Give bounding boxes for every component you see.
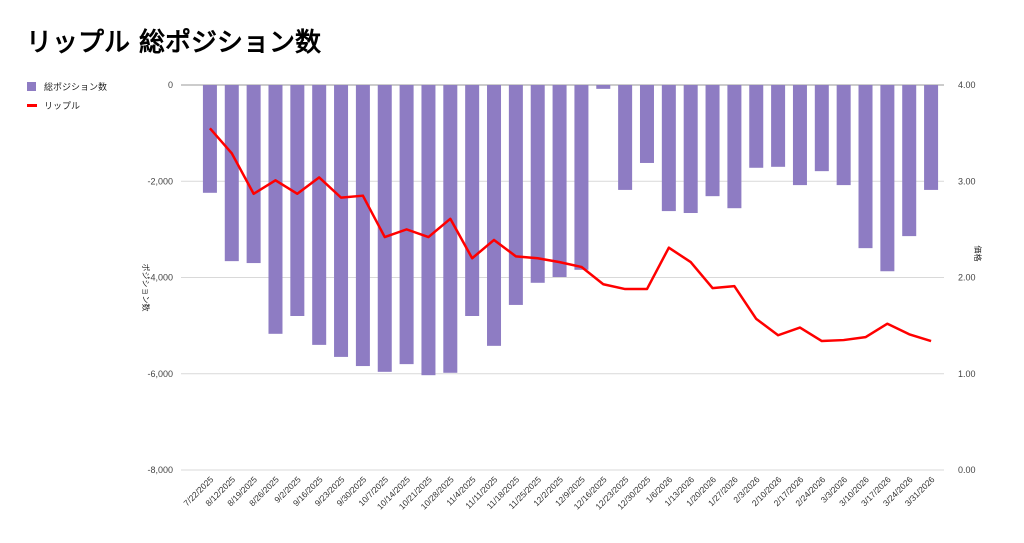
bar <box>661 85 676 212</box>
bar <box>792 85 807 186</box>
legend-swatch-line <box>27 104 37 107</box>
bar <box>814 85 829 172</box>
bar <box>465 85 480 316</box>
bar <box>312 85 327 345</box>
bar <box>902 85 917 237</box>
bar <box>268 85 283 334</box>
bar <box>618 85 633 190</box>
price-line <box>208 127 932 343</box>
bar <box>880 85 895 272</box>
bar <box>858 85 873 249</box>
bar <box>334 85 349 357</box>
bar <box>508 85 523 305</box>
bar <box>443 85 458 373</box>
y-tick-label: 0 <box>168 80 173 90</box>
y-tick-label: -4,000 <box>147 273 173 283</box>
legend-item-price[interactable]: リップル <box>27 99 80 112</box>
y-right-tick-label: 0.00 <box>958 465 976 475</box>
bar <box>639 85 654 163</box>
bar <box>487 85 502 346</box>
bar <box>224 85 239 262</box>
y-right-tick-label: 1.00 <box>958 369 976 379</box>
legend-swatch-bar <box>27 82 36 91</box>
bar <box>771 85 786 167</box>
y-right-axis-title: 価格 <box>973 246 983 262</box>
bar <box>924 85 939 190</box>
chart-title: リップル 総ポジション数 <box>26 28 322 58</box>
y-tick-label: -6,000 <box>147 369 173 379</box>
legend-label: 総ポジション数 <box>44 83 108 93</box>
y-tick-label: -8,000 <box>147 465 173 475</box>
bar <box>727 85 742 209</box>
bar <box>836 85 851 186</box>
legend-item-positions[interactable]: 総ポジション数 <box>27 80 107 93</box>
bar <box>705 85 720 197</box>
bar <box>683 85 698 214</box>
bar <box>355 85 370 367</box>
y-right-tick-label: 4.00 <box>958 80 976 90</box>
y-tick-label: -2,000 <box>147 176 173 186</box>
bar <box>749 85 764 168</box>
bar <box>574 85 589 270</box>
legend-label: リップル <box>44 102 81 112</box>
y-right-tick-label: 3.00 <box>958 176 976 186</box>
bar <box>421 85 436 376</box>
bar <box>530 85 545 283</box>
bar <box>202 85 217 193</box>
bar <box>399 85 414 365</box>
bar <box>377 85 392 372</box>
bar <box>596 85 611 89</box>
bar <box>246 85 261 264</box>
bar <box>552 85 567 278</box>
y-axis-title: ポジション数 <box>141 264 151 312</box>
bar <box>290 85 305 316</box>
y-right-tick-label: 2.00 <box>958 273 976 283</box>
